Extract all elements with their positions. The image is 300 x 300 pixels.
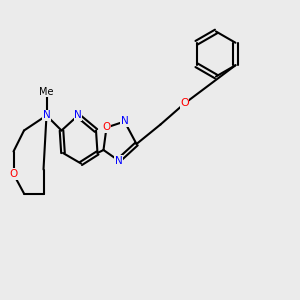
Text: O: O xyxy=(180,98,189,109)
Text: N: N xyxy=(74,110,82,121)
Text: N: N xyxy=(121,116,128,127)
Text: O: O xyxy=(102,122,111,133)
Text: N: N xyxy=(43,110,50,121)
Text: Me: Me xyxy=(39,86,54,97)
Text: N: N xyxy=(115,155,122,166)
Text: O: O xyxy=(9,169,18,179)
